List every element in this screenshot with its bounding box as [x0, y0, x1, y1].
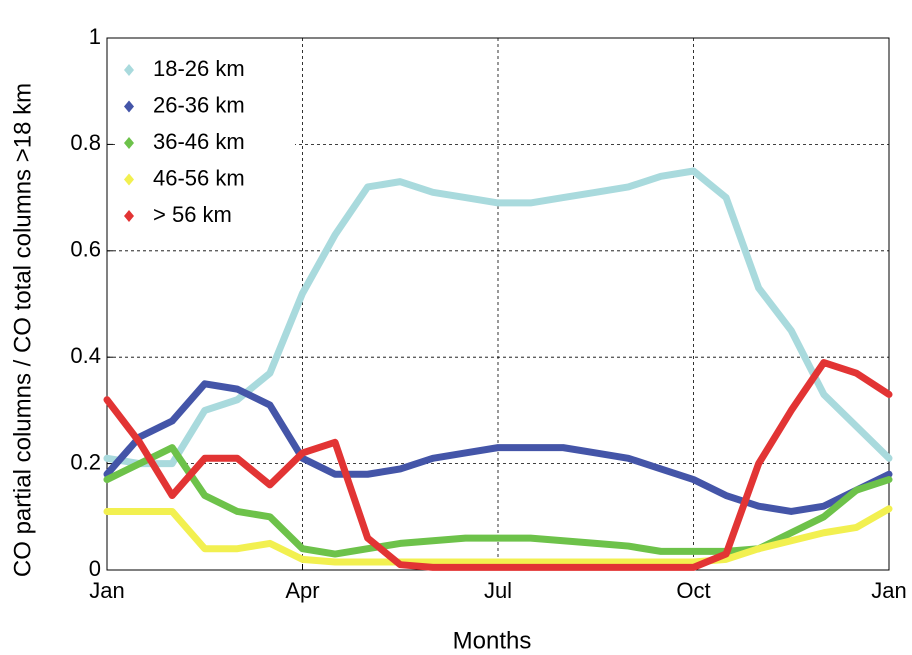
- legend-label: 18-26 km: [153, 56, 245, 81]
- y-tick-label: 0.4: [70, 343, 101, 368]
- y-tick-label: 0.6: [70, 237, 101, 262]
- series-line: [103, 167, 893, 468]
- y-tick-label: 0.2: [70, 449, 101, 474]
- x-tick-label: Apr: [285, 578, 319, 603]
- series-line: [103, 505, 893, 566]
- legend-marker: [124, 64, 134, 76]
- legend-label: 26-36 km: [153, 92, 245, 117]
- series-line: [103, 359, 893, 571]
- y-tick-label: 0: [89, 556, 101, 581]
- legend-box: [115, 50, 295, 243]
- x-tick-label: Jan: [89, 578, 124, 603]
- y-tick-label: 1: [89, 24, 101, 49]
- legend-marker: [124, 210, 134, 222]
- y-axis-label: CO partial columns / CO total columns >1…: [9, 83, 36, 577]
- legend-label: > 56 km: [153, 202, 232, 227]
- x-tick-label: Oct: [676, 578, 710, 603]
- x-axis-label: Months: [453, 627, 532, 654]
- legend-marker: [124, 100, 134, 113]
- y-tick-label: 0.8: [70, 130, 101, 155]
- legend-marker: [124, 137, 134, 149]
- legend-marker: [124, 173, 134, 186]
- legend-label: 46-56 km: [153, 165, 245, 190]
- x-tick-label: Jan: [871, 578, 906, 603]
- series-line: [103, 380, 893, 515]
- x-tick-label: Jul: [484, 578, 512, 603]
- legend-label: 36-46 km: [153, 129, 245, 154]
